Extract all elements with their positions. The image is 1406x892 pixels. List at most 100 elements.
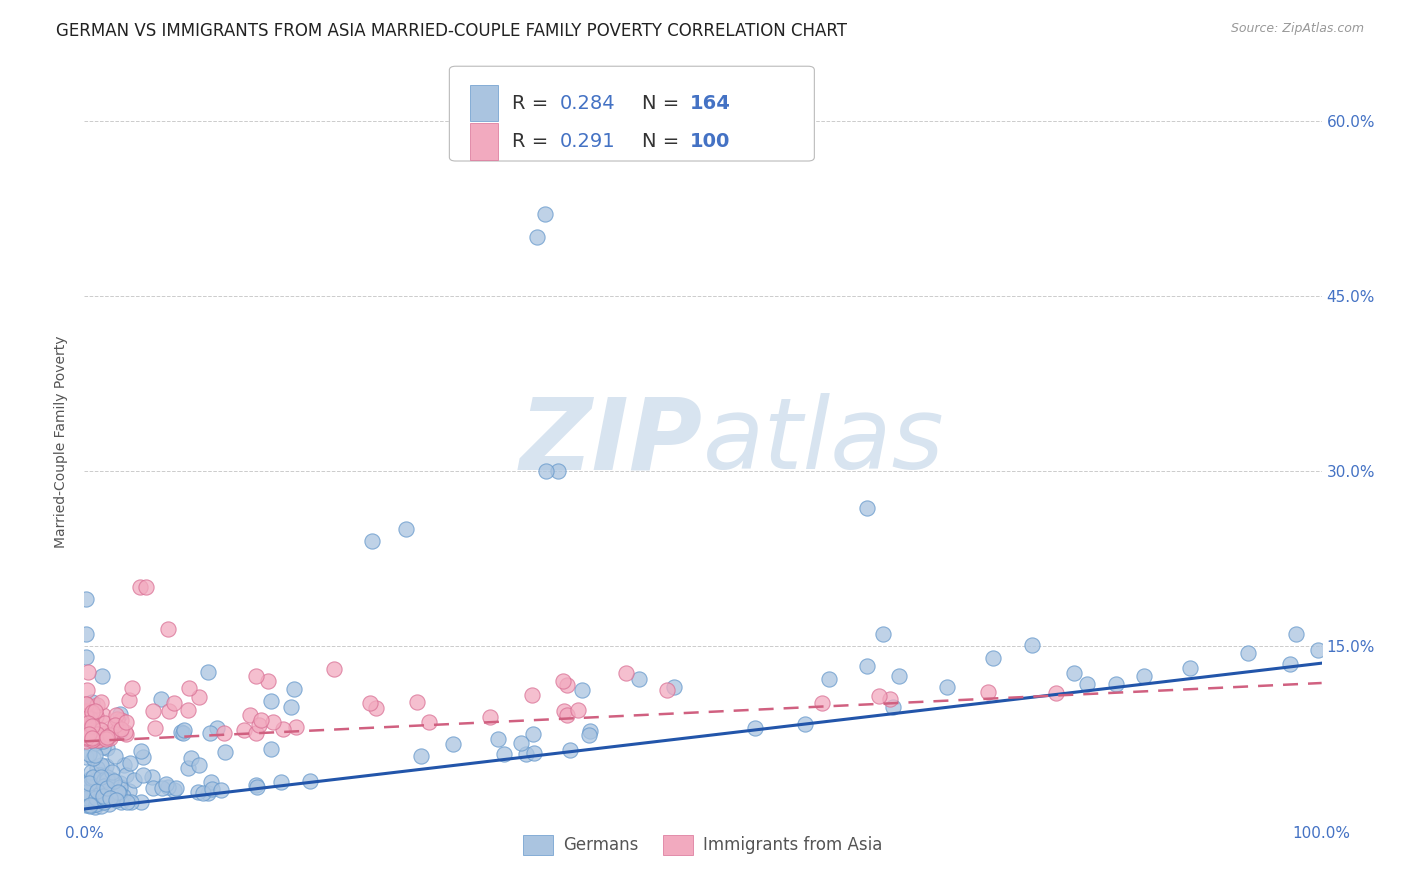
Point — [197, 786, 219, 800]
Point — [534, 207, 557, 221]
Point — [201, 781, 224, 796]
Text: N =: N = — [643, 132, 686, 151]
Point — [120, 756, 142, 770]
Point — [82, 773, 104, 788]
Point — [298, 774, 321, 789]
Point — [83, 787, 105, 801]
Point — [84, 794, 107, 808]
Point — [96, 731, 118, 745]
Point — [98, 790, 121, 805]
Point — [104, 793, 127, 807]
Point — [110, 795, 132, 809]
Point — [128, 580, 150, 594]
Bar — [471, 123, 498, 160]
Point — [115, 768, 138, 782]
Point — [555, 707, 578, 722]
Point — [180, 751, 202, 765]
Point — [558, 743, 581, 757]
Point — [104, 708, 127, 723]
Point — [1063, 665, 1085, 680]
Point — [108, 780, 131, 794]
Point — [120, 795, 142, 809]
Point — [657, 682, 679, 697]
Point — [283, 682, 305, 697]
Point — [131, 744, 153, 758]
Point — [107, 723, 129, 737]
Point — [89, 732, 111, 747]
Point — [1133, 669, 1156, 683]
Point — [555, 678, 578, 692]
Point — [411, 749, 433, 764]
Point — [188, 758, 211, 772]
Point — [1076, 677, 1098, 691]
Point — [75, 734, 97, 748]
Point — [96, 772, 118, 787]
Text: 0.284: 0.284 — [560, 94, 614, 112]
Point — [84, 747, 107, 762]
Point — [553, 704, 575, 718]
Point — [526, 230, 548, 244]
Point — [887, 669, 910, 683]
Point — [82, 731, 104, 745]
Point — [84, 790, 107, 805]
Point — [323, 662, 346, 676]
Point — [94, 790, 117, 805]
Point — [75, 697, 97, 711]
Point — [479, 710, 502, 724]
Point — [157, 704, 180, 718]
Point — [75, 704, 97, 718]
Point — [1180, 661, 1202, 675]
Text: GERMAN VS IMMIGRANTS FROM ASIA MARRIED-COUPLE FAMILY POVERTY CORRELATION CHART: GERMAN VS IMMIGRANTS FROM ASIA MARRIED-C… — [56, 22, 848, 40]
Point — [79, 727, 101, 741]
Point — [117, 795, 139, 809]
Point — [87, 733, 110, 747]
Point — [80, 733, 103, 747]
Point — [86, 731, 108, 745]
Point — [80, 771, 103, 785]
Point — [441, 737, 464, 751]
Point — [510, 736, 533, 750]
Point — [198, 726, 221, 740]
Text: 100: 100 — [689, 132, 730, 151]
Point — [80, 791, 103, 805]
Text: Source: ZipAtlas.com: Source: ZipAtlas.com — [1230, 22, 1364, 36]
Point — [91, 708, 114, 723]
Point — [75, 731, 97, 746]
Point — [177, 761, 200, 775]
Point — [262, 714, 284, 729]
Point — [172, 726, 194, 740]
Point — [868, 690, 890, 704]
Point — [114, 724, 136, 739]
Point — [1285, 627, 1308, 641]
Point — [94, 732, 117, 747]
Point — [77, 788, 100, 802]
Point — [111, 789, 134, 804]
Point — [115, 714, 138, 729]
Point — [811, 696, 834, 710]
Bar — [471, 85, 498, 121]
Point — [169, 724, 191, 739]
Point — [79, 711, 101, 725]
Point — [256, 674, 278, 689]
Point — [578, 728, 600, 742]
Point — [104, 718, 127, 732]
Point — [935, 680, 957, 694]
Point — [86, 729, 108, 743]
Point — [75, 786, 97, 800]
Point — [193, 786, 215, 800]
Point — [395, 522, 418, 536]
Point — [233, 723, 256, 737]
Point — [112, 758, 135, 772]
Point — [104, 723, 127, 737]
Point — [76, 785, 98, 799]
Point — [104, 748, 127, 763]
Point — [614, 666, 637, 681]
Point — [77, 727, 100, 741]
Point — [90, 669, 112, 683]
Point — [163, 783, 186, 797]
Point — [93, 773, 115, 788]
Point — [91, 730, 114, 744]
Point — [108, 786, 131, 800]
Point — [118, 693, 141, 707]
Point — [79, 729, 101, 743]
